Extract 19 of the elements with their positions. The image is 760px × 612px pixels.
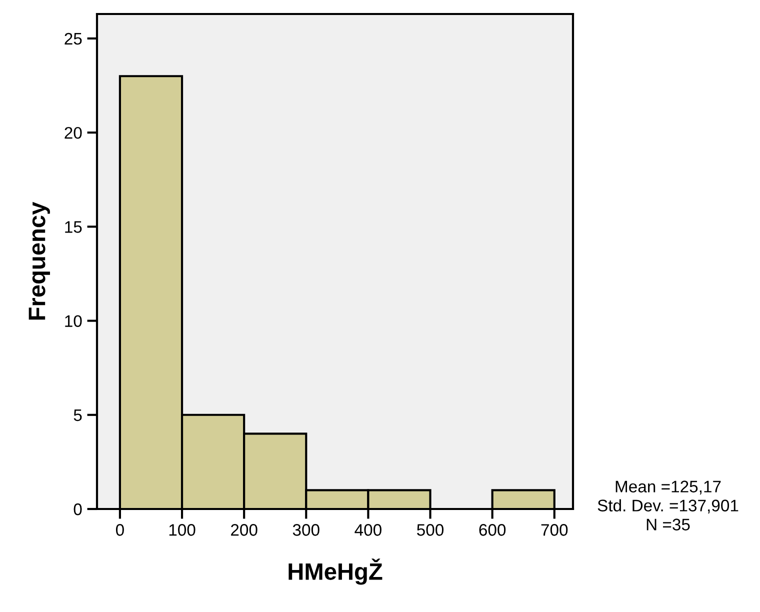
x-tick-label: 700 — [541, 524, 568, 536]
y-tick-label: 0 — [74, 503, 82, 516]
y-axis-title: Frequency — [28, 202, 50, 320]
x-tick-label: 500 — [417, 524, 444, 536]
x-tick-label: 0 — [116, 524, 124, 536]
x-tick-label: 400 — [354, 524, 382, 536]
x-axis-title: HMeHgŽ — [288, 558, 382, 585]
x-tick-label: 600 — [479, 524, 506, 536]
y-tick-label: 25 — [64, 32, 82, 45]
text: N =35 — [646, 518, 690, 530]
x-tick-label: 200 — [231, 524, 258, 536]
x-tick-label: 300 — [292, 524, 320, 536]
y-tick-label: 10 — [65, 315, 82, 327]
y-tick-label: 15 — [65, 221, 82, 233]
y-tick-label: 20 — [64, 126, 82, 139]
y-tick-label: 5 — [74, 409, 82, 422]
text: Mean =125,17 — [616, 480, 721, 494]
x-tick-label: 100 — [169, 524, 196, 536]
text: Std. Dev. =137,901 — [598, 499, 738, 514]
